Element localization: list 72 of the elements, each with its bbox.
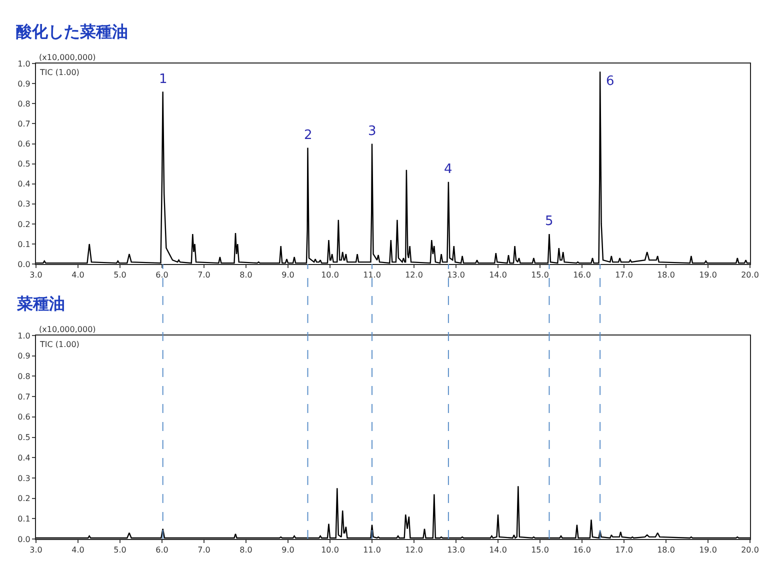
y-tick-label: 0.7: [18, 120, 30, 129]
y-tick-label: 1.0: [18, 331, 30, 340]
y-tick-label: 0.4: [18, 180, 30, 189]
x-tick-label: 13.0: [447, 546, 465, 555]
line-series: [36, 485, 750, 539]
x-tick-label: 20.0: [741, 546, 759, 555]
x-tick-label: 5.0: [114, 546, 126, 555]
y-tick-label: 0.0: [18, 534, 30, 544]
x-tick-label: 16.0: [573, 270, 591, 280]
line-series: [36, 70, 750, 264]
x-tick-label: 9.0: [282, 270, 294, 280]
y-tick-label: 0.8: [18, 372, 30, 382]
annotation: 5: [545, 214, 554, 229]
annotation: TIC (1.00): [39, 340, 80, 349]
x-tick-label: 13.0: [447, 270, 465, 280]
y-tick-label: 0.5: [18, 160, 30, 169]
y-tick-label: 0.9: [18, 352, 30, 361]
x-tick-label: 6.0: [156, 270, 168, 280]
y-tick-label: 0.2: [18, 220, 30, 229]
x-tick-label: 11.0: [363, 546, 381, 555]
y-tick-label: 0.6: [18, 140, 30, 149]
y-tick-label: 0.1: [18, 240, 30, 249]
chart-title: 酸化した菜種油: [16, 22, 128, 41]
annotation: 6: [606, 74, 614, 89]
annotation: TIC (1.00): [39, 68, 80, 77]
x-tick-label: 18.0: [657, 270, 675, 280]
x-tick-label: 4.0: [72, 270, 84, 280]
x-tick-label: 8.0: [240, 546, 252, 555]
x-tick-label: 10.0: [321, 546, 339, 555]
x-tick-label: 16.0: [573, 546, 591, 555]
annotation: 1: [159, 72, 168, 87]
x-tick-label: 3.0: [30, 546, 42, 555]
y-tick-label: 0.3: [18, 474, 30, 483]
y-tick-label: 0.1: [18, 514, 30, 524]
y-tick-label: 0.9: [18, 79, 30, 88]
x-tick-label: 3.0: [30, 270, 42, 280]
x-tick-label: 9.0: [282, 546, 294, 555]
y-tick-label: 0.7: [18, 392, 30, 402]
x-tick-label: 7.0: [198, 546, 210, 555]
x-tick-label: 19.0: [699, 546, 717, 555]
x-tick-label: 17.0: [615, 546, 633, 555]
x-tick-label: 15.0: [531, 270, 549, 280]
annotation: 3: [368, 124, 376, 139]
x-tick-label: 15.0: [531, 546, 549, 555]
x-tick-label: 11.0: [363, 270, 381, 280]
x-tick-label: 8.0: [240, 270, 252, 280]
x-tick-label: 7.0: [198, 270, 210, 280]
x-tick-label: 14.0: [489, 546, 507, 555]
y-tick-label: 0.5: [18, 433, 30, 442]
y-tick-label: 0.3: [18, 200, 30, 209]
x-tick-label: 4.0: [72, 546, 84, 555]
x-tick-label: 5.0: [114, 270, 126, 280]
annotation: 4: [444, 162, 452, 177]
x-tick-label: 6.0: [156, 546, 168, 555]
y-tick-label: 0.8: [18, 99, 30, 108]
x-tick-label: 14.0: [489, 270, 507, 280]
x-tick-label: 12.0: [405, 546, 423, 555]
y-tick-label: 0.4: [18, 453, 30, 462]
text: (x10,000,000): [39, 325, 96, 334]
text: (x10,000,000): [39, 53, 96, 62]
x-tick-label: 19.0: [699, 270, 717, 280]
y-tick-label: 1.0: [18, 59, 30, 68]
x-tick-label: 20.0: [741, 270, 759, 280]
y-tick-label: 0.0: [18, 260, 30, 269]
y-tick-label: 0.6: [18, 412, 30, 422]
chart-title: 菜種油: [16, 294, 65, 313]
y-tick-label: 0.2: [18, 494, 30, 504]
annotation: 2: [304, 128, 312, 143]
x-tick-label: 10.0: [321, 270, 339, 280]
x-tick-label: 17.0: [615, 270, 633, 280]
x-tick-label: 18.0: [657, 546, 675, 555]
x-tick-label: 12.0: [405, 270, 423, 280]
